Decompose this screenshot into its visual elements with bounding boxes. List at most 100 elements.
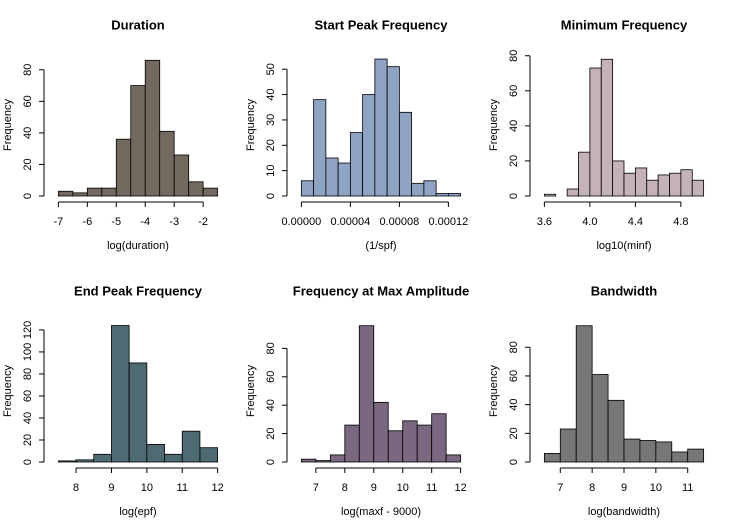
bar <box>575 325 593 463</box>
bar <box>362 94 376 197</box>
bar <box>398 111 413 197</box>
x-tick-label: 7 <box>557 482 563 494</box>
y-tick-label: 40 <box>265 88 277 100</box>
bar <box>75 459 95 463</box>
bar <box>164 453 183 463</box>
bar <box>634 167 648 197</box>
bar <box>612 160 625 197</box>
x-tick-label: 0.00008 <box>379 216 419 228</box>
y-axis-label: Frequency <box>2 99 14 151</box>
bar <box>173 154 190 197</box>
bar <box>144 59 161 197</box>
y-tick-label: 60 <box>22 390 34 402</box>
y-axis-label: Frequency <box>2 365 14 417</box>
bar <box>374 58 388 197</box>
x-tick-label: 8 <box>342 482 348 494</box>
y-tick-label: 0 <box>22 193 34 199</box>
x-axis-label: log10(minf) <box>596 240 651 252</box>
y-tick-label: 80 <box>22 64 34 76</box>
x-tick-label: 12 <box>212 482 224 494</box>
y-tick-label: 20 <box>22 434 34 446</box>
panel-title: Duration <box>111 17 165 32</box>
y-tick-label: 120 <box>22 321 34 339</box>
bar <box>111 325 130 463</box>
x-tick-label: 3.6 <box>537 216 552 228</box>
x-tick-label: -2 <box>198 216 208 228</box>
bar <box>669 172 682 197</box>
y-tick-label: 20 <box>265 139 277 151</box>
x-tick-label: 4.4 <box>628 216 643 228</box>
x-tick-label: -7 <box>53 216 63 228</box>
bar <box>559 428 577 463</box>
bar <box>578 151 591 197</box>
y-tick-label: 40 <box>22 412 34 424</box>
x-tick-label: 8 <box>589 482 595 494</box>
bar <box>543 193 557 197</box>
y-tick-label: 50 <box>265 63 277 75</box>
bar <box>639 440 657 463</box>
bar <box>101 187 117 197</box>
x-tick-label: -5 <box>111 216 121 228</box>
bar <box>358 325 375 463</box>
x-tick-label: 11 <box>177 482 188 494</box>
bar <box>431 413 447 463</box>
x-tick-label: 0.00000 <box>281 216 321 228</box>
bar <box>128 362 148 463</box>
bar <box>671 451 689 463</box>
x-tick-label: 0.00012 <box>428 216 468 228</box>
y-tick-label: 20 <box>22 158 34 170</box>
y-tick-label: 80 <box>22 368 34 380</box>
y-tick-label: 40 <box>22 127 34 139</box>
x-tick-label: 11 <box>682 482 693 494</box>
bar <box>607 399 625 463</box>
bar <box>130 85 146 197</box>
panel-title: Minimum Frequency <box>561 17 688 32</box>
y-tick-label: 80 <box>508 50 520 62</box>
bar <box>589 67 602 197</box>
bar <box>402 420 418 463</box>
bar <box>329 454 346 463</box>
bar <box>349 132 364 197</box>
y-tick-label: 80 <box>508 341 520 353</box>
bar <box>657 174 670 197</box>
bar <box>72 192 88 197</box>
x-tick-label: 10 <box>141 482 153 494</box>
x-tick-label: 0.00004 <box>330 216 370 228</box>
bar <box>543 452 561 463</box>
panel-title: End Peak Frequency <box>74 283 203 298</box>
bar <box>344 424 360 463</box>
y-axis-label: Frequency <box>488 365 500 417</box>
y-axis-label: Frequency <box>245 365 257 417</box>
bar <box>325 157 339 197</box>
bar <box>687 448 705 463</box>
y-tick-label: 40 <box>508 399 520 411</box>
x-tick-label: 11 <box>426 482 437 494</box>
x-tick-label: 8 <box>73 482 79 494</box>
y-tick-label: 60 <box>508 370 520 382</box>
x-tick-label: 9 <box>371 482 377 494</box>
y-tick-label: 20 <box>508 155 520 167</box>
bar <box>146 443 165 463</box>
bar <box>115 138 132 197</box>
x-tick-label: 7 <box>313 482 319 494</box>
bar <box>387 430 404 463</box>
bar <box>416 424 433 463</box>
y-tick-label: 60 <box>22 95 34 107</box>
bar <box>57 460 77 463</box>
y-tick-label: 0 <box>508 459 520 465</box>
bar <box>159 130 175 197</box>
x-tick-label: -6 <box>82 216 92 228</box>
y-tick-label: 20 <box>508 427 520 439</box>
y-tick-label: 60 <box>508 85 520 97</box>
bar <box>566 188 579 197</box>
panel-title: Frequency at Max Amplitude <box>293 283 470 298</box>
bar <box>199 447 219 463</box>
bar <box>623 438 641 463</box>
y-tick-label: 60 <box>265 371 277 383</box>
bar <box>181 430 201 463</box>
bar <box>655 441 673 463</box>
bar <box>86 187 103 197</box>
x-axis-label: log(maxf - 9000) <box>341 506 421 518</box>
bar <box>373 401 389 463</box>
